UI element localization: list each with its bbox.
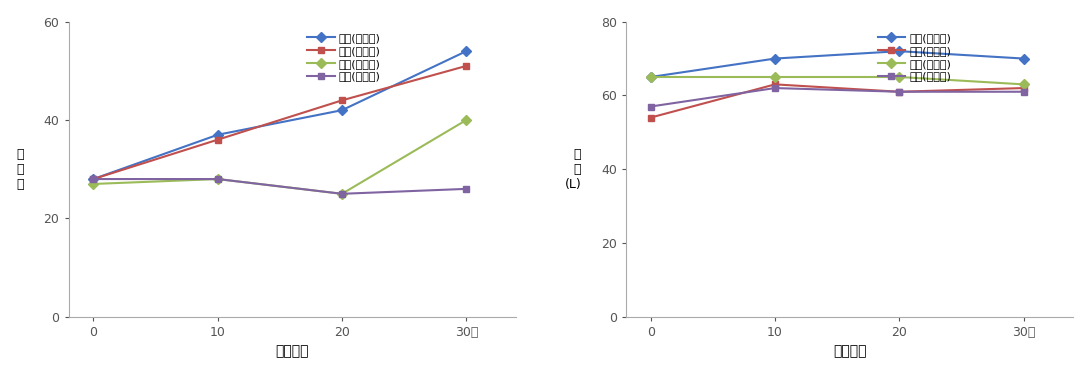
상온(고제면) (211, 138, 225, 142)
저온(고제면) (1017, 90, 1030, 94)
Line: 저온(거창읍): 저온(거창읍) (647, 74, 1027, 88)
저온(거창읍) (893, 75, 906, 79)
Line: 상온(고제면): 상온(고제면) (89, 63, 470, 183)
저온(고제면) (336, 192, 349, 196)
Line: 저온(거창읍): 저온(거창읍) (89, 117, 470, 197)
저온(고제면) (87, 177, 100, 181)
X-axis label: 저장기간: 저장기간 (833, 344, 867, 358)
상온(고제면) (893, 90, 906, 94)
저온(고제면) (893, 90, 906, 94)
상온(거창읍) (768, 56, 782, 61)
저온(고제면) (211, 177, 225, 181)
저온(고제면) (644, 104, 657, 109)
저온(거창읍) (460, 118, 473, 122)
저온(거창읍) (336, 192, 349, 196)
상온(거창읍) (1017, 56, 1030, 61)
저온(거창읍) (211, 177, 225, 181)
저온(거창읍) (644, 75, 657, 79)
Legend: 상온(거창읍), 상온(고제면), 저온(거창읍), 저온(고제면): 상온(거창읍), 상온(고제면), 저온(거창읍), 저온(고제면) (877, 33, 952, 81)
Line: 상온(거창읍): 상온(거창읍) (89, 48, 470, 183)
상온(고제면) (644, 116, 657, 120)
상온(고제면) (336, 98, 349, 103)
상온(고제면) (768, 82, 782, 87)
저온(거창읍) (768, 75, 782, 79)
상온(거창읍) (211, 132, 225, 137)
상온(거창읍) (644, 75, 657, 79)
상온(거창읍) (460, 49, 473, 53)
Line: 상온(거창읍): 상온(거창읍) (647, 48, 1027, 81)
Line: 상온(고제면): 상온(고제면) (647, 81, 1027, 121)
X-axis label: 저장기간: 저장기간 (276, 344, 308, 358)
Line: 저온(고제면): 저온(고제면) (647, 85, 1027, 110)
저온(고제면) (460, 187, 473, 191)
저온(고제면) (768, 86, 782, 90)
Y-axis label: 당
산
비: 당 산 비 (16, 148, 24, 191)
상온(고제면) (87, 177, 100, 181)
상온(고제면) (1017, 86, 1030, 90)
저온(거창읍) (1017, 82, 1030, 87)
Legend: 상온(거창읍), 상온(고제면), 저온(거창읍), 저온(고제면): 상온(거창읍), 상온(고제면), 저온(거창읍), 저온(고제면) (306, 33, 380, 81)
Y-axis label: 색
도
(L): 색 도 (L) (565, 148, 581, 191)
Line: 저온(고제면): 저온(고제면) (89, 176, 470, 197)
상온(거창읍) (336, 108, 349, 112)
저온(거창읍) (87, 182, 100, 186)
상온(거창읍) (893, 49, 906, 53)
상온(거창읍) (87, 177, 100, 181)
상온(고제면) (460, 64, 473, 68)
